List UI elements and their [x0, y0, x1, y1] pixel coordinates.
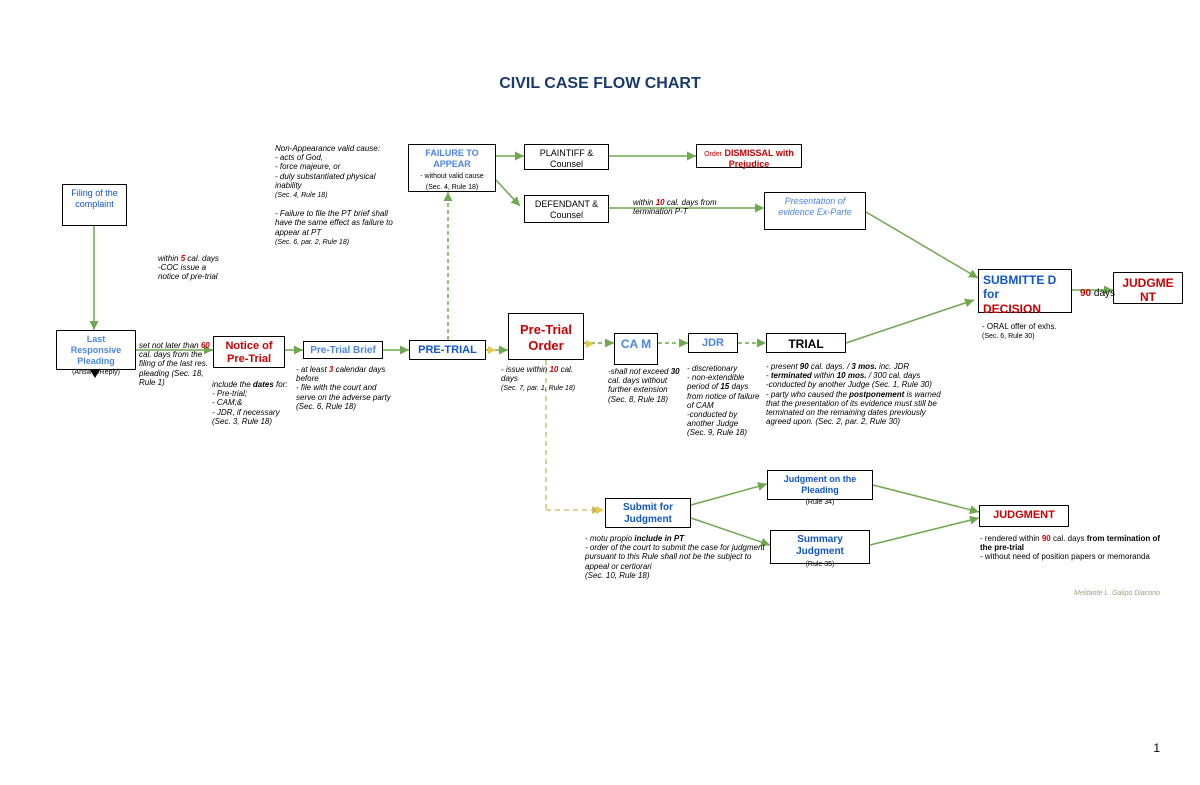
box-cam: CA M: [614, 333, 658, 365]
box-trial: TRIAL: [766, 333, 846, 353]
note-jdr: - discretionary- non-extendible period o…: [687, 364, 763, 438]
note-set60: set not later than 60 cal. days from the…: [139, 341, 212, 387]
box-filing: Filing of the complaint: [62, 184, 127, 226]
note-within5: within 5 cal. days-COC issue a notice of…: [158, 254, 228, 282]
note-nonappear: Non-Appearance valid cause:- acts of God…: [275, 144, 403, 247]
box-notice-pretrial: Notice of Pre-Trial: [213, 336, 285, 368]
box-judgment-top: JUDGME NT: [1113, 272, 1183, 304]
box-submitted: SUBMITTE D for DECISION: [978, 269, 1072, 313]
box-submit-judgment: Submit for Judgment: [605, 498, 691, 528]
box-judgment-bottom: JUDGMENT: [979, 505, 1069, 527]
box-summary-judgment: Summary Judgment (Rule 35): [770, 530, 870, 564]
note-trial: - present 90 cal. days. / 3 mos. inc. JD…: [766, 362, 941, 426]
box-jdr: JDR: [688, 333, 738, 353]
box-defendant: DEFENDANT & Counsel: [524, 195, 609, 223]
note-atleast3: - at least 3 calendar days before- file …: [296, 365, 396, 411]
note-within10-term: within 10 cal. days from termination P-T: [633, 198, 743, 216]
page-number: 1: [1153, 741, 1160, 755]
note-90days: 90 days: [1080, 288, 1115, 300]
down-triangle: [90, 370, 100, 378]
box-dismissal: Order DISMISSAL with Prejudice: [696, 144, 802, 168]
arrows-layer: [0, 0, 1200, 785]
box-pretrial-order: Pre-Trial Order: [508, 313, 584, 360]
box-judgment-pleading: Judgment on the Pleading (Rule 34): [767, 470, 873, 500]
chart-title: CIVIL CASE FLOW CHART: [0, 75, 1200, 93]
note-motu-propio: - motu propio include in PT- order of th…: [585, 534, 765, 580]
box-pretrial-brief: Pre-Trial Brief: [303, 341, 383, 359]
box-last-pleading: Last Responsive Pleading (Answer/Reply): [56, 330, 136, 370]
note-cam: -shall not exceed 30 cal. days without f…: [608, 367, 684, 404]
box-presentation: Presentation of evidence Ex-Parte: [764, 192, 866, 230]
note-oral-offer: - ORAL offer of exhs.(Sec. 6, Rule 30): [982, 322, 1092, 341]
box-pretrial: PRE-TRIAL: [409, 340, 486, 360]
box-plaintiff: PLAINTIFF & Counsel: [524, 144, 609, 170]
note-include-dates: include the dates for:- Pre-trial;- CAM;…: [212, 380, 290, 426]
note-issue10: - issue within 10 cal. days(Sec. 7, par.…: [501, 365, 591, 393]
note-rendered90: - rendered within 90 cal. days from term…: [980, 534, 1170, 562]
box-failure-appear: FAILURE TO APPEAR - without valid cause …: [408, 144, 496, 192]
credit-text: Melitante L. Galipo Diacono: [1074, 590, 1160, 597]
